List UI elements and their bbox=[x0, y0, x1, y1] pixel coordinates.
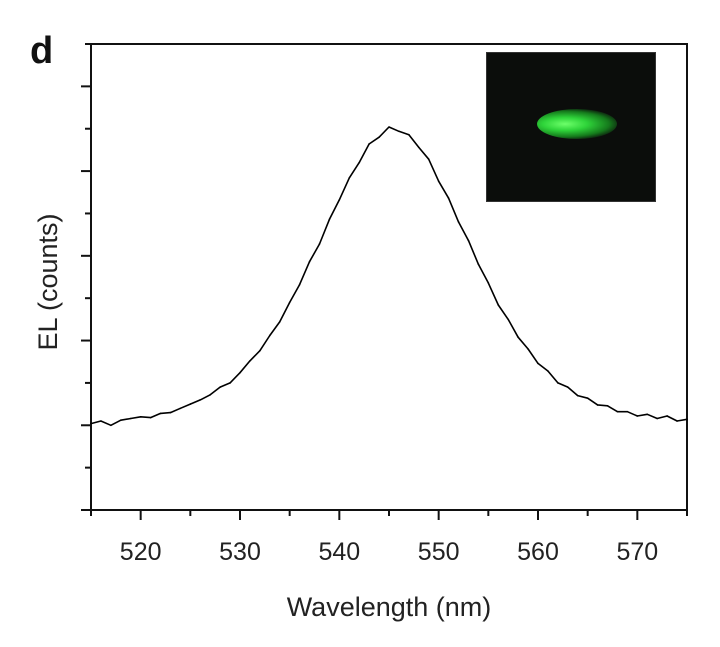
data-point bbox=[606, 404, 609, 407]
data-point bbox=[646, 413, 649, 416]
y-axis-label: EL (counts) bbox=[33, 213, 63, 350]
data-point bbox=[199, 399, 202, 401]
panel-label: d bbox=[30, 30, 54, 72]
data-point bbox=[427, 158, 430, 161]
data-point bbox=[537, 362, 539, 365]
data-point bbox=[288, 301, 291, 304]
data-point bbox=[557, 382, 559, 384]
data-point bbox=[457, 221, 460, 223]
x-tick-label: 520 bbox=[120, 538, 162, 566]
data-point bbox=[338, 199, 341, 201]
data-point bbox=[308, 260, 311, 263]
data-point bbox=[298, 283, 301, 286]
data-point bbox=[656, 417, 658, 420]
data-point bbox=[169, 411, 172, 414]
data-point bbox=[358, 161, 361, 164]
data-point bbox=[507, 318, 510, 321]
data-point bbox=[596, 404, 599, 406]
data-point bbox=[408, 133, 410, 136]
data-point bbox=[398, 130, 400, 133]
green-emission-spot bbox=[537, 109, 617, 139]
data-point bbox=[686, 418, 688, 421]
x-tick-label: 550 bbox=[418, 538, 460, 566]
x-tick-label: 530 bbox=[219, 538, 261, 566]
data-point bbox=[547, 370, 549, 372]
data-point bbox=[666, 415, 668, 417]
x-tick-label: 560 bbox=[517, 538, 559, 566]
data-point bbox=[318, 243, 321, 245]
x-axis-label: Wavelength (nm) bbox=[287, 592, 492, 622]
data-point bbox=[259, 349, 261, 352]
x-tick-label: 540 bbox=[318, 538, 360, 566]
data-point bbox=[179, 407, 182, 410]
data-point bbox=[348, 177, 351, 179]
data-point bbox=[467, 239, 470, 242]
data-point bbox=[487, 282, 490, 284]
data-point bbox=[388, 126, 390, 128]
data-point bbox=[120, 419, 122, 421]
data-point bbox=[676, 420, 678, 422]
data-point bbox=[278, 321, 281, 323]
data-point bbox=[527, 348, 529, 350]
data-point bbox=[229, 382, 231, 384]
data-point bbox=[149, 416, 152, 419]
data-point bbox=[139, 416, 142, 418]
data-point bbox=[626, 410, 629, 413]
data-point bbox=[636, 415, 639, 417]
data-point bbox=[497, 304, 500, 306]
data-point bbox=[159, 412, 162, 415]
data-point bbox=[477, 263, 480, 266]
data-point bbox=[378, 136, 380, 138]
data-point bbox=[209, 393, 211, 396]
inset-micrograph bbox=[486, 52, 656, 202]
data-point bbox=[328, 218, 331, 221]
data-point bbox=[189, 403, 192, 405]
data-point bbox=[129, 417, 132, 420]
data-point bbox=[567, 386, 569, 388]
data-point bbox=[90, 422, 92, 425]
data-point bbox=[239, 371, 241, 374]
data-point bbox=[100, 420, 102, 422]
data-point bbox=[616, 410, 619, 413]
data-point bbox=[269, 334, 271, 337]
x-tick-label: 570 bbox=[616, 538, 658, 566]
data-point bbox=[517, 336, 519, 338]
data-point bbox=[368, 143, 370, 145]
data-point bbox=[418, 146, 420, 149]
data-point bbox=[219, 386, 221, 388]
data-point bbox=[576, 394, 579, 397]
data-point bbox=[447, 197, 450, 200]
data-point bbox=[586, 397, 589, 399]
data-point bbox=[437, 180, 440, 183]
data-point bbox=[110, 424, 112, 427]
data-point bbox=[249, 360, 251, 362]
